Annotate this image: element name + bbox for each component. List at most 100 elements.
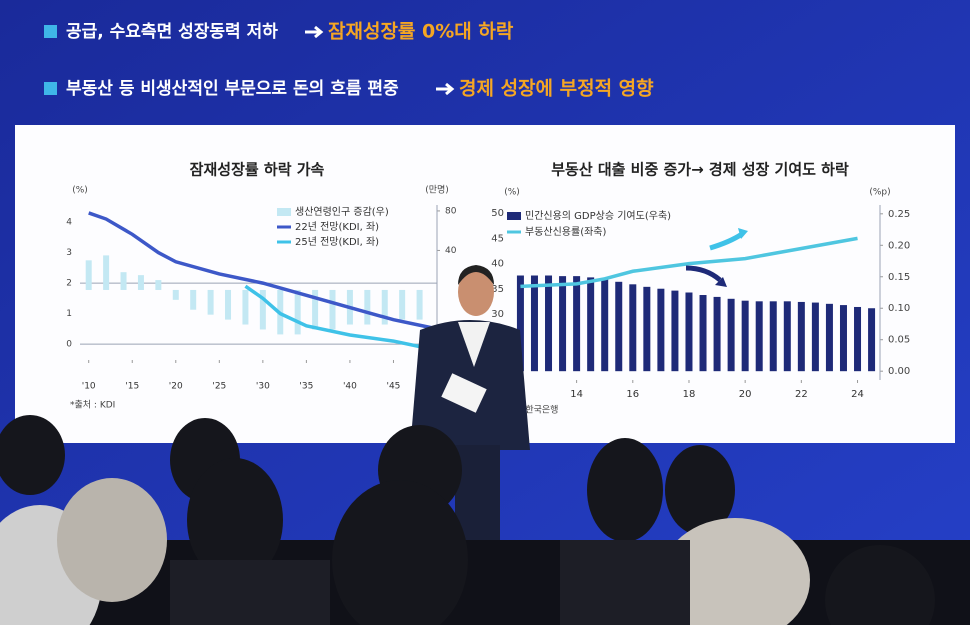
bar [103, 255, 110, 290]
x-tick-label: '10 [82, 382, 96, 392]
legend-label: 25년 전망(KDI, 좌) [295, 236, 379, 248]
bar [225, 289, 232, 320]
bullet-text: 공급, 수요측면 성장동력 저하 [66, 22, 278, 42]
bar [259, 289, 266, 330]
trend-arrow [709, 231, 744, 251]
source-note: *출처 : KDI [70, 399, 115, 411]
y2-tick-label: 0.15 [888, 272, 910, 283]
bar [329, 289, 336, 330]
y-tick-label: 3 [66, 248, 72, 258]
y2-tick-label: 40 [445, 246, 457, 256]
legend-label: 부동산신용률(좌축) [525, 226, 607, 238]
axis-unit: (%) [504, 188, 520, 198]
speaker [410, 265, 530, 555]
x-tick-label: '45 [386, 382, 400, 392]
bar [657, 288, 665, 372]
audience [0, 415, 970, 625]
bar [629, 284, 637, 372]
bar [516, 275, 524, 372]
y2-tick-label: 0.00 [888, 366, 910, 377]
bar [797, 301, 805, 372]
bar [727, 298, 735, 372]
y2-tick-label: 0.20 [888, 240, 910, 251]
charts: 0 1 2 3 4 40 80 '10 '15 '20 '25 '30 '35 '40 '45 생산연령인구 … [66, 205, 910, 400]
x-tick-label: 14 [570, 389, 583, 400]
bar [601, 279, 609, 372]
legend-swatch [507, 212, 521, 220]
line-series [520, 236, 858, 289]
bar [825, 303, 833, 372]
x-tick-label: '25 [212, 382, 226, 392]
y2-tick-label: 0.25 [888, 209, 910, 220]
y-tick-label: 1 [66, 309, 72, 319]
bar [364, 289, 371, 325]
bar [615, 281, 623, 372]
bar [868, 308, 876, 372]
axis-unit: (%) [72, 186, 88, 196]
bar [242, 289, 249, 325]
bar [643, 286, 651, 372]
bar [545, 275, 553, 372]
y2-tick-label: 0.10 [888, 303, 910, 314]
y-tick-label: 40 [491, 259, 504, 270]
line-series [244, 284, 438, 352]
axis-unit: (%p) [869, 188, 890, 198]
bullet-icon [44, 82, 57, 95]
bar [416, 289, 423, 320]
y-tick-label: 50 [491, 208, 504, 219]
legend-label: 민간신용의 GDP상승 기여도(우축) [525, 210, 671, 222]
bar [559, 276, 567, 372]
trend-arrow [685, 265, 722, 282]
y2-tick-label: 80 [445, 206, 457, 216]
x-tick-label: '35 [299, 382, 313, 392]
bar [587, 277, 595, 372]
bar [783, 301, 791, 372]
bar [399, 289, 406, 320]
bar [769, 301, 777, 372]
y-tick-label: 30 [491, 309, 504, 320]
bar [85, 260, 92, 290]
bar [190, 289, 197, 310]
bar [381, 289, 388, 325]
bar [207, 289, 214, 315]
chart-title: 부동산 대출 비중 증가→ 경제 성장 기여도 하락 [551, 161, 849, 179]
bullet-icon [44, 25, 57, 38]
x-tick-label: '15 [125, 382, 139, 392]
x-tick-label: '20 [169, 382, 183, 392]
axis-unit: (만명) [425, 185, 449, 196]
bar [699, 295, 707, 372]
bar [530, 275, 538, 372]
x-tick-label: 16 [626, 389, 639, 400]
bar [312, 289, 319, 330]
trend-arrow-head [738, 228, 748, 239]
bar [854, 306, 862, 372]
bar [811, 302, 819, 372]
bar [685, 292, 693, 372]
x-tick-label: 18 [683, 389, 696, 400]
x-tick-label: '30 [256, 382, 270, 392]
bullet-highlight: 경제 성장에 부정적 영향 [459, 78, 654, 100]
bullet-text: 부동산 등 비생산적인 부문으로 돈의 흐름 편중 [66, 79, 399, 99]
bar [741, 300, 749, 372]
line-series [88, 211, 438, 331]
bar [573, 276, 581, 372]
bar [713, 296, 721, 372]
legend-swatch [277, 208, 291, 216]
bar [755, 301, 763, 372]
y-tick-label: 0 [66, 340, 72, 350]
bar [839, 305, 847, 372]
y-tick-label: 4 [66, 218, 72, 228]
y-tick-label: 2 [66, 279, 72, 289]
y-tick-label: 45 [491, 233, 504, 244]
legend-label: 22년 전망(KDI, 좌) [295, 221, 379, 233]
bar [294, 289, 301, 335]
x-tick-label: 20 [739, 389, 752, 400]
bullet-highlight: 잠재성장률 0%대 하락 [328, 21, 514, 43]
arrow [305, 25, 324, 39]
bar [172, 289, 179, 300]
x-tick-label: 24 [851, 389, 864, 400]
bar [671, 290, 679, 372]
x-tick-label: '40 [343, 382, 357, 392]
y2-tick-label: 0.05 [888, 335, 910, 346]
